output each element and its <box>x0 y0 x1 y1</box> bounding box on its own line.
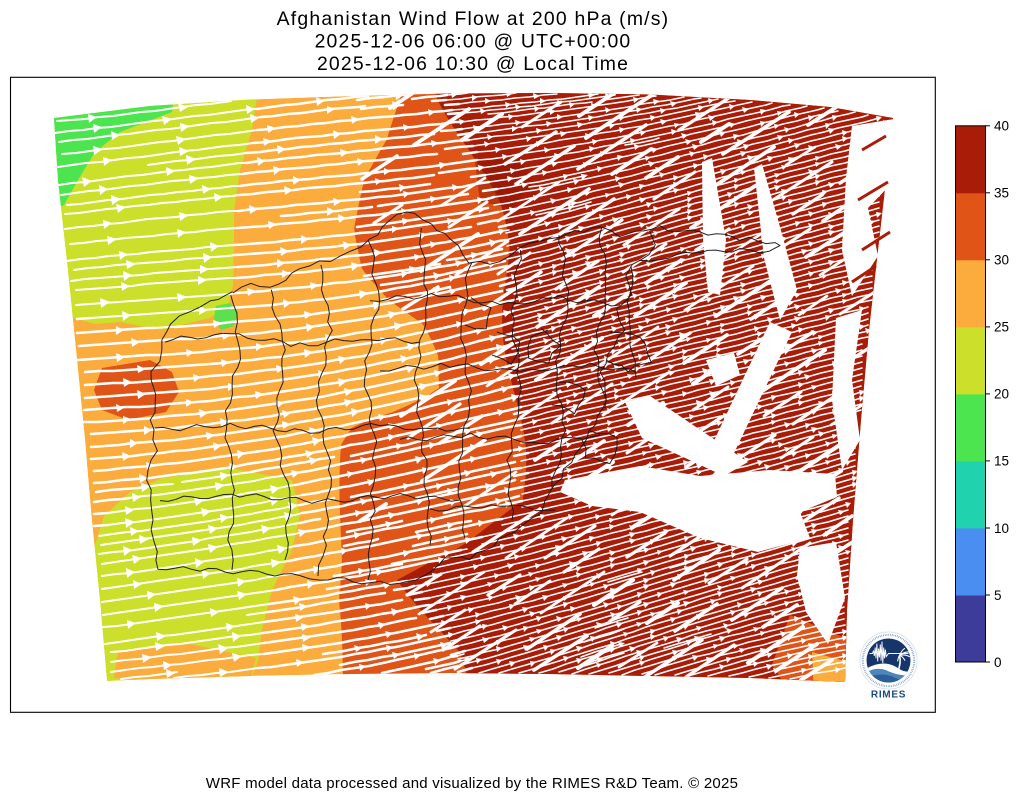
svg-text:15: 15 <box>994 454 1009 469</box>
svg-text:10: 10 <box>994 521 1009 536</box>
svg-text:25: 25 <box>994 320 1009 335</box>
svg-text:RIMES: RIMES <box>871 690 906 701</box>
svg-text:WRF model data processed and v: WRF model data processed and visualized … <box>206 775 738 792</box>
svg-text:20: 20 <box>994 387 1009 402</box>
svg-text:0: 0 <box>994 655 1002 670</box>
svg-text:2025-12-06 10:30 @ Local Time: 2025-12-06 10:30 @ Local Time <box>317 53 629 75</box>
svg-text:5: 5 <box>994 588 1002 603</box>
svg-text:2025-12-06 06:00 @ UTC+00:00: 2025-12-06 06:00 @ UTC+00:00 <box>315 31 632 53</box>
svg-text:40: 40 <box>994 119 1009 134</box>
svg-text:35: 35 <box>994 186 1009 201</box>
svg-text:30: 30 <box>994 253 1009 268</box>
svg-text:Afghanistan Wind Flow at 200 h: Afghanistan Wind Flow at 200 hPa (m/s) <box>277 8 670 30</box>
